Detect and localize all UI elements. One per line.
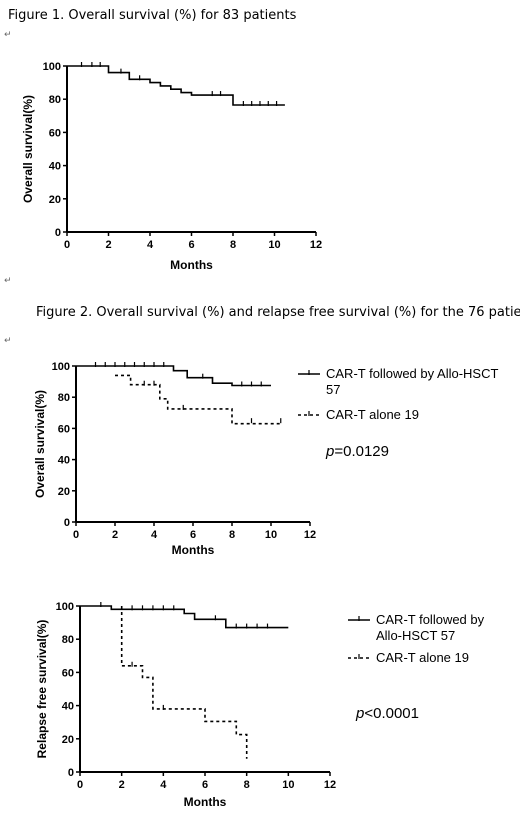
x-tick-label: 2 [112,529,118,541]
survival-curve [67,65,285,106]
x-tick-label: 10 [268,239,280,251]
survival-curve [115,374,281,425]
paragraph-mark: ↵ [4,276,12,286]
x-tick-label: 10 [282,779,294,791]
legend-label-cont: Allo-HSCT 57 [376,628,455,643]
x-axis-label: Months [170,258,213,272]
figure-1-caption: Figure 1. Overall survival (%) for 83 pa… [8,8,297,23]
x-tick-label: 0 [73,529,79,541]
y-axis-label: Overall survival(%) [21,95,35,203]
x-tick-label: 4 [151,529,158,541]
x-tick-label: 8 [230,239,236,251]
y-tick-label: 0 [64,517,70,529]
x-tick-label: 6 [188,239,194,251]
x-tick-label: 8 [244,779,250,791]
legend-label: CAR-T followed by [376,612,485,627]
y-tick-label: 100 [56,601,74,613]
y-tick-label: 60 [62,667,74,679]
y-tick-label: 60 [58,423,70,435]
paragraph-mark: ↵ [4,30,12,40]
x-tick-label: 4 [160,779,167,791]
y-tick-label: 80 [49,94,61,106]
x-axis-label: Months [172,543,215,557]
x-tick-label: 4 [147,239,154,251]
figure-2-caption: Figure 2. Overall survival (%) and relap… [36,305,520,320]
x-tick-label: 12 [310,239,322,251]
x-tick-label: 2 [105,239,111,251]
y-tick-label: 100 [43,61,61,73]
legend-label: CAR-T alone 19 [376,650,469,665]
x-tick-label: 12 [324,779,336,791]
x-tick-label: 0 [64,239,70,251]
y-tick-label: 0 [55,227,61,239]
survival-curve [80,605,289,629]
y-tick-label: 80 [62,634,74,646]
y-tick-label: 40 [49,161,61,173]
y-tick-label: 20 [49,194,61,206]
legend-label: CAR-T followed by Allo-HSCT [326,366,498,381]
y-axis-label: Overall survival(%) [33,390,47,498]
legend-label-cont: 57 [326,382,340,397]
legend-label: CAR-T alone 19 [326,407,419,422]
y-tick-label: 60 [49,127,61,139]
y-tick-label: 100 [52,361,70,373]
x-tick-label: 0 [77,779,83,791]
p-value-annotation: p=0.0129 [325,443,389,460]
y-axis-label: Relapse free survival(%) [35,620,49,759]
y-tick-label: 20 [62,734,74,746]
x-tick-label: 6 [190,529,196,541]
y-tick-label: 40 [62,701,74,713]
survival-curve [76,365,271,387]
x-tick-label: 12 [304,529,316,541]
survival-curve [120,606,248,759]
x-axis-label: Months [184,795,227,809]
y-tick-label: 0 [68,767,74,779]
x-tick-label: 10 [265,529,277,541]
p-value-annotation: p<0.0001 [355,705,419,722]
x-tick-label: 2 [119,779,125,791]
y-tick-label: 40 [58,455,70,467]
x-tick-label: 6 [202,779,208,791]
x-tick-label: 8 [229,529,235,541]
paragraph-mark: ↵ [4,336,12,346]
y-tick-label: 20 [58,486,70,498]
y-tick-label: 80 [58,392,70,404]
